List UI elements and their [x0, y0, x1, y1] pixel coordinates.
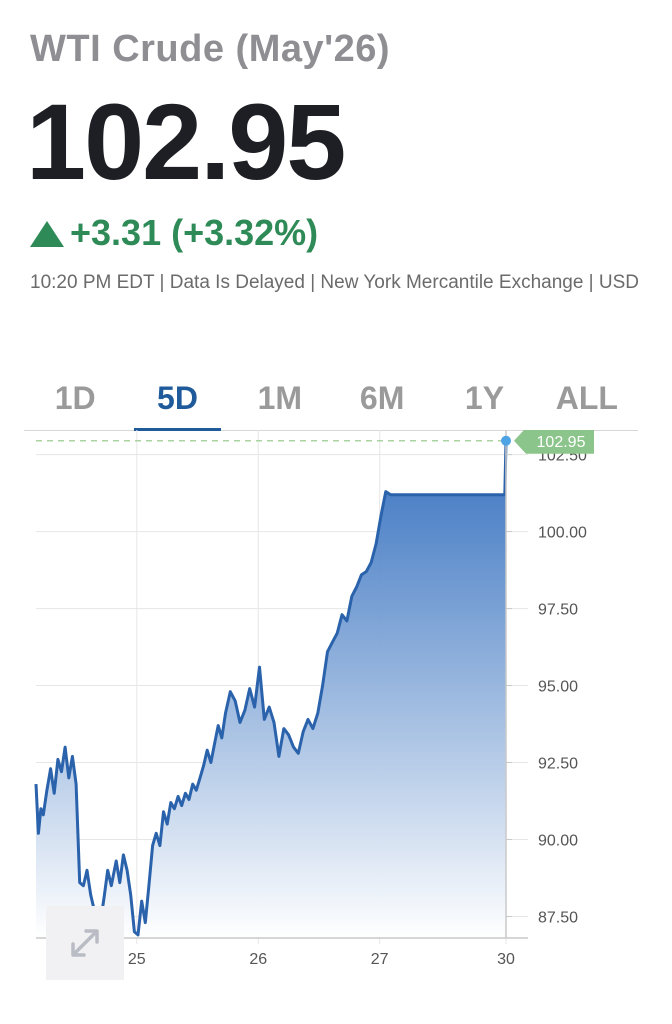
last-price-label: 102.95	[537, 434, 586, 451]
expand-chart-button[interactable]	[46, 906, 124, 980]
y-tick-label: 87.50	[538, 909, 578, 926]
change-percent: (+3.32%)	[171, 212, 319, 253]
x-tick-label: 25	[128, 951, 146, 968]
x-tick-label: 30	[497, 951, 515, 968]
y-tick-label: 100.00	[538, 525, 587, 542]
tab-6m[interactable]: 6M	[359, 380, 405, 416]
last-price: 102.95	[26, 81, 346, 202]
tab-1y[interactable]: 1Y	[464, 380, 505, 416]
tab-1d[interactable]: 1D	[54, 380, 96, 416]
change-value: +3.31	[70, 212, 162, 253]
x-tick-label: 26	[249, 951, 267, 968]
price-change: +3.31 (+3.32%)	[30, 212, 318, 254]
instrument-title: WTI Crude (May'26)	[30, 28, 391, 70]
expand-icon	[71, 929, 99, 957]
tab-5d[interactable]: 5D	[126, 372, 228, 431]
y-tick-label: 92.50	[538, 756, 578, 773]
tab-all[interactable]: ALL	[555, 380, 618, 416]
tab-1m[interactable]: 1M	[257, 380, 303, 416]
last-price-tag	[514, 430, 594, 454]
up-arrow-icon	[30, 221, 64, 247]
y-tick-label: 97.50	[538, 602, 578, 619]
range-tabs: 1D 5D 1M 6M 1Y ALL	[24, 372, 638, 431]
price-area	[36, 440, 506, 938]
y-tick-label: 95.00	[538, 679, 578, 696]
quote-meta: 10:20 PM EDT | Data Is Delayed | New Yor…	[30, 272, 640, 293]
y-tick-label: 90.00	[538, 832, 578, 849]
x-tick-label: 27	[371, 951, 389, 968]
last-price-marker	[501, 435, 511, 446]
